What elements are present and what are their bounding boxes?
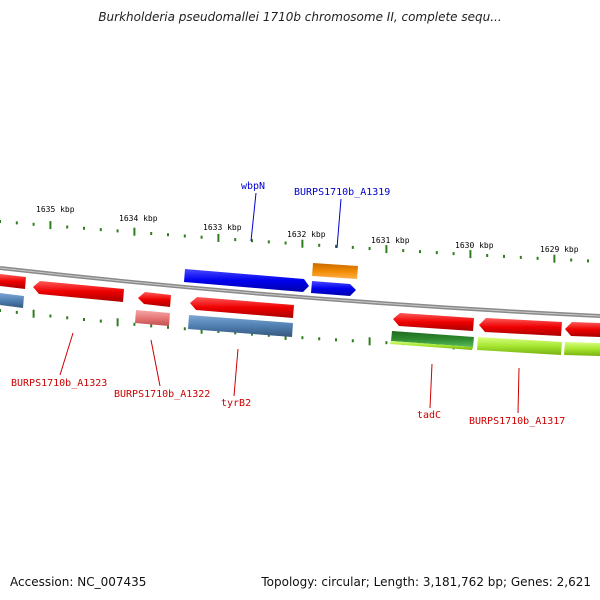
tick-label-1633: 1633 kbp (203, 223, 242, 232)
gene-left-edge-steelblue[interactable] (0, 293, 24, 308)
leader-burps-a1323 (59, 332, 74, 376)
leader-burps-a1322 (150, 339, 161, 387)
gene-burps-a1319-orange[interactable] (312, 263, 358, 279)
leader-burps-a1317 (517, 367, 520, 414)
gene-right-edge-red[interactable] (565, 322, 600, 337)
gene-label-wbpN[interactable]: wbpN (241, 181, 265, 192)
gene-label-tadC[interactable]: tadC (417, 410, 441, 421)
gene-burps-a1319-blue[interactable] (311, 281, 356, 296)
gene-burps-a1322-red[interactable] (138, 292, 171, 307)
leader-wbpN (250, 192, 257, 242)
gene-burps-a1323[interactable] (33, 281, 124, 302)
gene-label-burps-a1317[interactable]: BURPS1710b_A1317 (469, 416, 565, 427)
leader-burps-a1319 (336, 198, 342, 249)
gene-label-tyrB2[interactable]: tyrB2 (221, 398, 251, 409)
gene-burps-a1317-lightgreen[interactable] (477, 337, 562, 355)
tick-label-1634: 1634 kbp (119, 214, 158, 223)
gene-tyrB2-red[interactable] (190, 297, 294, 318)
gene-burps-a1317-red[interactable] (479, 318, 562, 336)
accession-text: Accession: NC_007435 (10, 575, 147, 589)
gene-burps-a1322-pink[interactable] (135, 310, 170, 326)
leader-tyrB2 (233, 348, 239, 397)
gene-tyrB2-steelblue[interactable] (188, 315, 293, 337)
map-title: Burkholderia pseudomallei 1710b chromoso… (98, 10, 502, 24)
leader-tadC (429, 363, 433, 409)
tick-label-1629: 1629 kbp (540, 245, 579, 254)
gene-label-burps-a1323[interactable]: BURPS1710b_A1323 (11, 378, 107, 389)
gene-label-burps-a1319[interactable]: BURPS1710b_A1319 (294, 187, 390, 198)
tick-label-1631: 1631 kbp (371, 236, 410, 245)
gene-tadC-lightgreen[interactable] (390, 341, 473, 350)
gene-tadC-red[interactable] (393, 313, 474, 331)
tick-label-1635: 1635 kbp (36, 205, 75, 214)
gene-label-burps-a1322[interactable]: BURPS1710b_A1322 (114, 389, 210, 400)
topology-summary: Topology: circular; Length: 3,181,762 bp… (261, 575, 591, 589)
tick-label-1630: 1630 kbp (455, 241, 494, 250)
gene-tadC-green[interactable] (391, 331, 474, 347)
gene-right-edge-lightgreen[interactable] (564, 342, 600, 356)
outer-tick-track (0, 220, 589, 263)
gene-left-edge-red[interactable] (0, 274, 26, 289)
tick-label-1632: 1632 kbp (287, 230, 326, 239)
gene-wbpN[interactable] (184, 269, 309, 292)
